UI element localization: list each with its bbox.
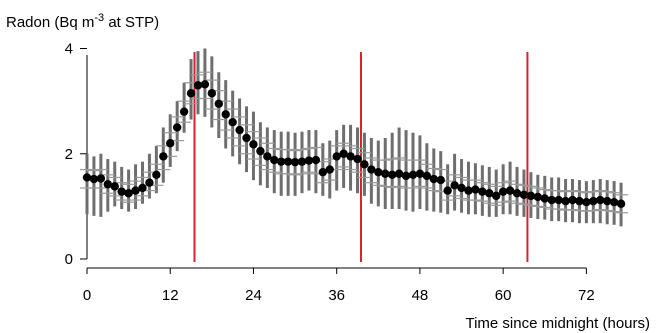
data-point xyxy=(270,155,279,165)
data-point xyxy=(602,196,612,206)
data-point xyxy=(145,178,154,187)
data-point xyxy=(609,197,619,207)
x-tick-label: 12 xyxy=(162,287,179,304)
data-point xyxy=(526,191,536,201)
data-point xyxy=(214,99,223,108)
data-point xyxy=(589,196,598,206)
data-point xyxy=(103,180,113,189)
data-point xyxy=(436,175,445,185)
data-point xyxy=(387,170,397,180)
data-point xyxy=(401,171,411,181)
data-point xyxy=(138,183,147,193)
x-tick-label: 24 xyxy=(245,287,262,304)
data-point xyxy=(89,174,99,184)
data-point xyxy=(415,169,425,178)
data-point xyxy=(159,152,168,161)
x-tick-label: 36 xyxy=(328,287,345,304)
data-point xyxy=(249,140,258,149)
data-point xyxy=(478,187,487,196)
data-point xyxy=(568,195,577,205)
data-point xyxy=(318,167,328,177)
data-point xyxy=(596,195,605,205)
data-point xyxy=(394,169,404,178)
data-point xyxy=(110,182,119,191)
data-point xyxy=(277,157,286,166)
data-point xyxy=(408,170,418,180)
data-point xyxy=(297,157,307,166)
y-tick-label: 4 xyxy=(65,41,73,58)
data-point xyxy=(82,173,92,182)
data-point xyxy=(429,174,438,184)
data-point xyxy=(547,195,556,205)
data-point xyxy=(200,80,210,89)
data-point xyxy=(498,187,508,196)
data-point xyxy=(381,169,390,178)
y-axis-label-main: Radon (Bq m xyxy=(6,14,94,31)
y-axis-label-suffix: at STP) xyxy=(104,14,159,31)
x-tick-label: 0 xyxy=(83,287,91,304)
data-point xyxy=(353,154,362,164)
data-point xyxy=(575,196,584,206)
data-point xyxy=(325,165,334,174)
data-point xyxy=(450,181,459,190)
y-axis-label-sup: -3 xyxy=(94,12,104,24)
data-point xyxy=(374,167,383,177)
data-point xyxy=(367,165,376,174)
data-point xyxy=(242,133,251,143)
data-point xyxy=(263,152,272,161)
data-point xyxy=(561,196,570,206)
data-point xyxy=(96,174,106,183)
data-point xyxy=(179,107,189,116)
data-point xyxy=(207,89,217,98)
data-point xyxy=(186,89,196,98)
data-point xyxy=(582,197,591,207)
data-point xyxy=(304,156,314,165)
data-point xyxy=(332,152,341,161)
data-point xyxy=(464,186,473,195)
data-point xyxy=(443,186,452,195)
data-point xyxy=(505,186,515,195)
data-point xyxy=(152,170,161,180)
data-point xyxy=(166,139,175,148)
data-point xyxy=(492,191,501,201)
data-point xyxy=(616,199,626,208)
data-point xyxy=(360,160,369,169)
data-point xyxy=(131,186,140,195)
x-axis-label: Time since midnight (hours) xyxy=(465,315,650,332)
data-point xyxy=(485,189,494,198)
y-axis-label: Radon (Bq m-3 at STP) xyxy=(6,12,159,31)
data-point xyxy=(422,171,432,181)
data-point xyxy=(124,189,133,198)
data-point xyxy=(172,123,182,132)
x-tick-label: 72 xyxy=(578,287,595,304)
data-point xyxy=(533,192,543,202)
data-point xyxy=(554,195,563,205)
data-point xyxy=(235,125,244,135)
y-tick-label: 0 xyxy=(65,251,73,268)
data-point xyxy=(471,185,480,194)
data-point xyxy=(457,183,466,193)
data-point xyxy=(339,149,348,158)
data-point xyxy=(283,157,293,166)
x-tick-label: 60 xyxy=(495,287,512,304)
data-point xyxy=(117,187,126,196)
data-point xyxy=(311,155,321,165)
data-point xyxy=(228,117,237,127)
data-point xyxy=(290,157,300,167)
data-point xyxy=(221,110,230,119)
y-tick-label: 2 xyxy=(65,146,73,163)
data-point xyxy=(540,194,549,203)
data-point xyxy=(346,152,355,161)
x-tick-label: 48 xyxy=(412,287,429,304)
data-point xyxy=(519,190,529,200)
data-point xyxy=(193,81,203,90)
data-point xyxy=(256,146,265,156)
data-point xyxy=(512,189,522,198)
